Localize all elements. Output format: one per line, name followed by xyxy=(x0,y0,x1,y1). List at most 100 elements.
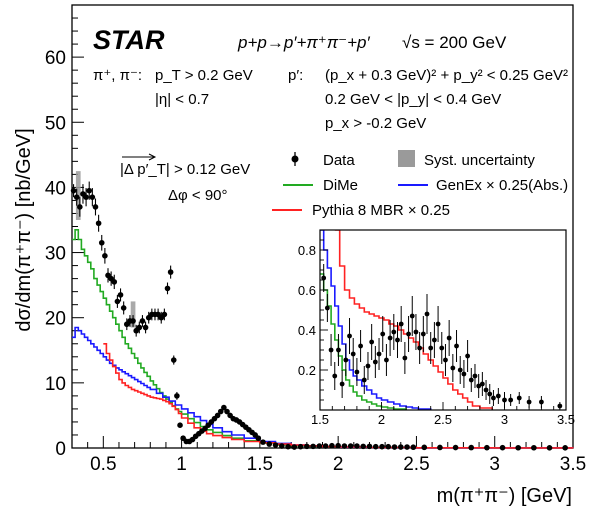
data-point xyxy=(260,439,266,445)
inset-axis-ticks xyxy=(319,229,567,411)
data-point xyxy=(161,311,168,318)
inset-data-point xyxy=(332,373,338,379)
y-tick-label: 30 xyxy=(45,244,66,265)
data-point xyxy=(73,194,80,200)
data-point xyxy=(117,292,124,298)
inset-data-point xyxy=(343,357,349,363)
inset-tick-labels: 1.5 2 2.5 3 3.5 0.2 0.4 0.6 0.8 xyxy=(298,243,575,427)
pion-cuts-label: π⁺, π⁻: xyxy=(93,67,142,84)
inset-data-point xyxy=(526,399,532,405)
pion-cut-eta: |η| < 0.7 xyxy=(155,91,209,108)
proton-cut-2: 0.2 GeV < |p_y| < 0.4 GeV xyxy=(325,91,501,108)
data-point xyxy=(139,318,146,324)
data-point xyxy=(142,324,149,331)
data-point xyxy=(316,443,323,449)
data-point xyxy=(379,443,385,450)
inset-x-tick-label: 2 xyxy=(378,412,385,427)
inset-data-point xyxy=(476,383,482,389)
data-point xyxy=(255,435,262,442)
inset-data-point xyxy=(479,381,485,387)
data-point xyxy=(421,444,428,451)
data-point xyxy=(366,443,373,450)
inset-y-tick-label: 0.4 xyxy=(298,323,316,338)
inset-data-point xyxy=(402,355,408,361)
main-tick-labels: 0.5 1 1.5 2 2.5 3 3.5 0 10 20 30 40 50 60 xyxy=(45,48,586,475)
data-point xyxy=(102,253,108,259)
experiment-label: STAR xyxy=(93,25,165,55)
series-line-genex xyxy=(72,326,574,449)
data-point xyxy=(484,444,490,451)
inset-data-point xyxy=(365,363,371,369)
inset-data-point xyxy=(372,359,378,365)
data-point xyxy=(278,443,285,449)
x-tick-label: 2 xyxy=(333,454,344,475)
data-point xyxy=(372,443,379,450)
main-data-points xyxy=(70,181,568,451)
inset-data-point xyxy=(439,345,445,351)
data-point xyxy=(304,443,310,450)
data-point xyxy=(98,239,105,246)
data-point xyxy=(272,442,279,448)
inset-data-point xyxy=(446,335,452,341)
data-point xyxy=(120,305,127,311)
data-point xyxy=(531,444,537,451)
inset-data-point xyxy=(391,329,397,335)
inset-data-point xyxy=(454,343,459,349)
inset-data-point xyxy=(380,331,386,337)
process-label: p+p→p′+π⁺π⁻+p′ xyxy=(237,33,371,52)
legend-dime-label: DiMe xyxy=(323,177,358,194)
data-point xyxy=(562,445,568,451)
data-point xyxy=(177,422,183,428)
data-point xyxy=(111,279,118,285)
inset-data-point xyxy=(483,387,489,393)
inset-data-point xyxy=(465,353,470,359)
inset-data-point xyxy=(539,399,544,405)
data-point xyxy=(83,194,89,200)
data-point xyxy=(546,445,553,451)
inset-data-point xyxy=(491,395,496,401)
inset-data-point xyxy=(516,395,522,401)
inset-data-point xyxy=(406,331,411,337)
inset-y-tick-label: 0.8 xyxy=(298,243,316,258)
inset-data-point xyxy=(487,391,493,397)
data-point xyxy=(297,443,304,450)
x-tick-label: 3.5 xyxy=(560,454,586,475)
syst-band xyxy=(130,301,136,328)
data-point xyxy=(341,443,348,449)
inset-data-point xyxy=(409,313,415,319)
inset-data-point xyxy=(384,357,389,363)
data-point xyxy=(136,324,143,331)
inset-data-point xyxy=(347,333,352,339)
data-point xyxy=(174,393,180,399)
inset-data-point xyxy=(350,351,356,357)
inset-data-point xyxy=(321,275,327,281)
inset-data-point xyxy=(361,377,367,383)
legend-syst-label: Syst. uncertainty xyxy=(424,152,535,169)
data-point xyxy=(167,269,174,275)
delta-cut-pt: |Δ p′_T| > 0.12 GeV xyxy=(120,161,250,178)
data-point xyxy=(95,220,102,227)
inset-data-point xyxy=(417,345,423,351)
data-point xyxy=(499,444,506,451)
energy-label: √s = 200 GeV xyxy=(402,33,507,52)
inset-data-point xyxy=(461,371,467,377)
inset-data-point xyxy=(328,347,334,353)
y-tick-label: 10 xyxy=(45,374,66,395)
series-line-pythia xyxy=(103,343,574,449)
data-point xyxy=(266,441,273,447)
legend: Data Syst. uncertainty DiMe GenEx × 0.25… xyxy=(272,150,568,219)
y-axis-label: dσ/dm(π⁺π⁻) [nb/GeV] xyxy=(13,128,35,331)
data-point xyxy=(224,408,230,415)
data-point xyxy=(92,204,99,210)
inset-data-point xyxy=(450,365,456,371)
y-tick-label: 40 xyxy=(45,178,66,199)
vector-arrow-icon xyxy=(122,153,157,161)
legend-genex-label: GenEx × 0.25(Abs.) xyxy=(436,177,568,194)
data-point xyxy=(385,443,392,450)
inset-data-point xyxy=(387,335,393,341)
x-tick-label: 3 xyxy=(489,454,500,475)
y-tick-label: 60 xyxy=(45,48,66,69)
data-point xyxy=(329,442,335,449)
data-point xyxy=(468,444,475,451)
inset-data-point xyxy=(457,367,463,373)
